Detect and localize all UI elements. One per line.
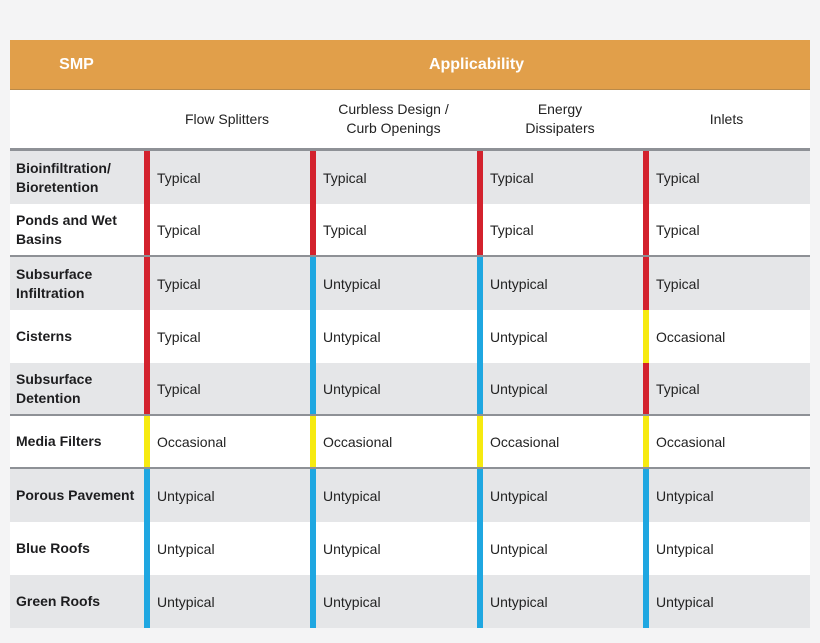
- table-body: Bioinfiltration/ Bioretention Typical Typi…: [10, 151, 810, 628]
- applicability-cell: Untypical: [310, 363, 477, 414]
- column-header-row: Flow Splitters Curbless Design / Curb Op…: [10, 90, 810, 151]
- column-header-curbless-design: Curbless Design / Curb Openings: [338, 101, 449, 136]
- applicability-cell: Untypical: [310, 469, 477, 522]
- applicability-cell: Occasional: [310, 416, 477, 467]
- smp-name: Blue Roofs: [16, 540, 90, 556]
- applicability-cell: Untypical: [643, 469, 810, 522]
- table-row: Cisterns Typical Untypical Untypical Occasio…: [10, 310, 810, 363]
- applicability-cell: Typical: [643, 257, 810, 310]
- applicability-table: SMP Applicability Flow Splitters Curbles…: [10, 40, 810, 628]
- smp-name: Media Filters: [16, 433, 102, 449]
- smp-header: SMP: [59, 56, 94, 73]
- smp-name: Cisterns: [16, 328, 73, 344]
- table-row: Blue Roofs Untypical Untypical Untypical Unt…: [10, 522, 810, 575]
- applicability-cell: Typical: [144, 257, 310, 310]
- column-header-energy-dissipaters: Energy Dissipaters: [525, 101, 595, 136]
- applicability-cell: Typical: [144, 151, 310, 204]
- applicability-cell: Typical: [477, 151, 643, 204]
- applicability-cell: Untypical: [310, 575, 477, 628]
- applicability-cell: Untypical: [477, 363, 643, 414]
- applicability-cell: Occasional: [477, 416, 643, 467]
- applicability-cell: Occasional: [643, 310, 810, 363]
- smp-name: Green Roofs: [16, 593, 101, 609]
- column-header-flow-splitters: Flow Splitters: [184, 110, 270, 127]
- table-row: Subsurface Detention Typical Untypical Unty…: [10, 363, 810, 416]
- applicability-cell: Untypical: [643, 575, 810, 628]
- applicability-cell: Untypical: [643, 522, 810, 575]
- applicability-cell: Untypical: [310, 522, 477, 575]
- applicability-cell: Untypical: [144, 522, 310, 575]
- applicability-cell: Typical: [477, 204, 643, 255]
- applicability-cell: Typical: [643, 151, 810, 204]
- smp-name: Subsurface Detention: [16, 370, 93, 406]
- applicability-cell: Untypical: [477, 575, 643, 628]
- smp-name: Subsurface Infiltration: [16, 265, 93, 301]
- smp-name: Bioinfiltration/ Bioretention: [16, 159, 111, 195]
- applicability-cell: Untypical: [477, 522, 643, 575]
- table-row: Ponds and Wet Basins Typical Typical Typica…: [10, 204, 810, 257]
- applicability-cell: Untypical: [477, 310, 643, 363]
- table-row: Subsurface Infiltration Typical Untypical U…: [10, 257, 810, 310]
- applicability-cell: Untypical: [477, 257, 643, 310]
- applicability-header: Applicability: [428, 56, 525, 73]
- table-header-bar: SMP Applicability: [10, 40, 810, 90]
- table-row: Porous Pavement Untypical Untypical Untypic…: [10, 469, 810, 522]
- applicability-cell: Occasional: [144, 416, 310, 467]
- table-row: Bioinfiltration/ Bioretention Typical Typi…: [10, 151, 810, 204]
- applicability-cell: Untypical: [144, 469, 310, 522]
- applicability-cell: Untypical: [310, 310, 477, 363]
- applicability-cell: Typical: [643, 363, 810, 414]
- applicability-cell: Typical: [643, 204, 810, 255]
- applicability-cell: Untypical: [144, 575, 310, 628]
- applicability-cell: Typical: [310, 151, 477, 204]
- table-row: Green Roofs Untypical Untypical Untypical Un…: [10, 575, 810, 628]
- applicability-cell: Typical: [144, 310, 310, 363]
- applicability-cell: Typical: [144, 363, 310, 414]
- applicability-cell: Untypical: [310, 257, 477, 310]
- applicability-cell: Typical: [144, 204, 310, 255]
- column-header-inlets: Inlets: [709, 110, 744, 127]
- table-row: Media Filters Occasional Occasional Occasio…: [10, 416, 810, 469]
- applicability-cell: Occasional: [643, 416, 810, 467]
- smp-name: Porous Pavement: [16, 487, 135, 503]
- applicability-cell: Typical: [310, 204, 477, 255]
- smp-name: Ponds and Wet Basins: [16, 211, 117, 247]
- applicability-cell: Untypical: [477, 469, 643, 522]
